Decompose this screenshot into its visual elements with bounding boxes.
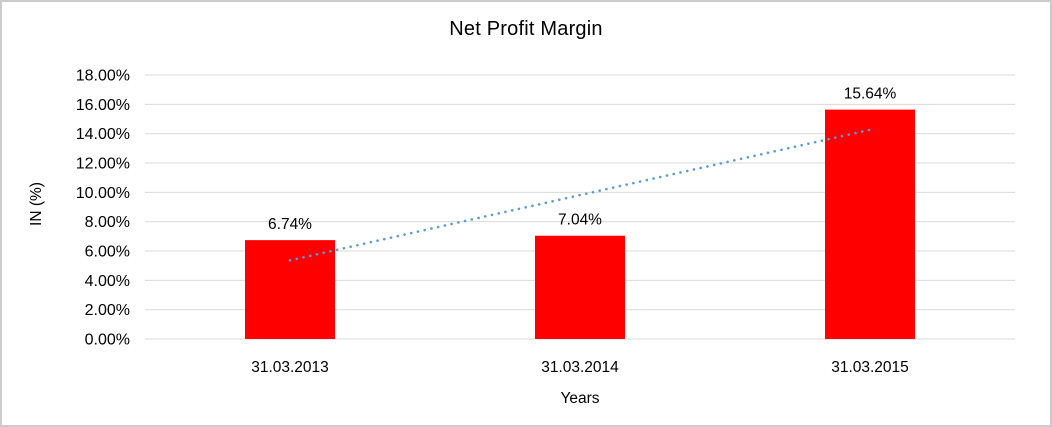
- trendline: [288, 128, 872, 262]
- y-tick-label: 14.00%: [76, 126, 130, 143]
- bar-31.03.2014: [535, 235, 625, 339]
- y-tick-label: 12.00%: [76, 156, 130, 173]
- y-tick-label: 0.00%: [85, 332, 130, 349]
- y-tick-label: 2.00%: [85, 302, 130, 319]
- y-tick-label: 18.00%: [76, 68, 130, 85]
- x-tick-label: 31.03.2014: [541, 359, 619, 376]
- x-tick-label: 31.03.2013: [251, 359, 329, 376]
- y-tick-label: 4.00%: [85, 273, 130, 290]
- data-label: 15.64%: [844, 86, 897, 103]
- y-axis-title: IN (%): [28, 182, 45, 226]
- y-tick-label: 6.00%: [85, 244, 130, 261]
- data-label: 6.74%: [268, 216, 312, 233]
- bar-31.03.2013: [245, 240, 335, 339]
- y-tick-label: 8.00%: [85, 214, 130, 231]
- data-label: 7.04%: [558, 212, 602, 229]
- x-axis-title: Years: [560, 390, 600, 407]
- y-tick-label: 16.00%: [76, 97, 130, 114]
- bar-31.03.2015: [825, 109, 915, 339]
- x-tick-label: 31.03.2015: [831, 359, 909, 376]
- chart-title: Net Profit Margin: [449, 18, 603, 40]
- y-tick-label: 10.00%: [76, 185, 130, 202]
